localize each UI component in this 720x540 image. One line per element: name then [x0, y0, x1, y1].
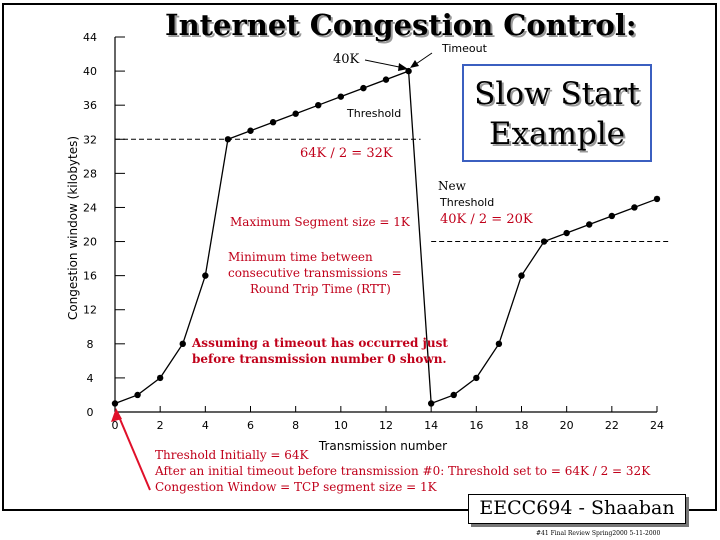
data-point	[405, 67, 412, 75]
x-tick-label: 0	[112, 419, 119, 432]
annotation-rtt: Minimum time between consecutive transmi…	[228, 249, 402, 297]
slide-frame	[2, 3, 717, 511]
rtt-line-2: consecutive transmissions =	[228, 266, 402, 280]
threshold-lines	[115, 138, 669, 243]
page-title: Internet Congestion Control:	[165, 8, 637, 42]
data-point	[179, 340, 186, 348]
x-tick-label: 12	[379, 419, 393, 432]
data-point	[631, 204, 638, 211]
x-tick-label: 10	[334, 419, 348, 432]
y-tick-label: 44	[83, 31, 97, 44]
x-tick-label: 22	[605, 419, 619, 432]
rtt-line-1: Minimum time between	[228, 250, 373, 264]
note-line-1: Threshold Initially = 64K	[155, 448, 309, 462]
y-tick-label: 32	[83, 133, 97, 146]
annotation-new: New	[438, 179, 466, 193]
y-tick-label: 36	[83, 99, 97, 112]
k40-arrowhead	[398, 63, 408, 71]
data-point	[224, 136, 232, 143]
y-tick-label: 28	[83, 167, 97, 180]
note-line-2: After an initial timeout before transmis…	[155, 464, 651, 478]
initial-point-arrow	[116, 411, 151, 491]
x-tick-label: 4	[202, 419, 209, 432]
annotation-new-threshold-value: 40K / 2 = 20K	[440, 212, 533, 227]
data-point	[473, 374, 480, 382]
badge-label: EECC694 - Shaaban	[479, 497, 675, 519]
x-tick-label: 2	[157, 419, 164, 432]
data-point	[382, 76, 390, 83]
x-tick-label: 14	[424, 419, 438, 432]
rtt-line-3: Round Trip Time (RTT)	[250, 282, 391, 296]
callout-text: Slow Start Example	[464, 74, 650, 154]
x-tick-label: 16	[469, 419, 483, 432]
x-tick-label: 8	[292, 419, 299, 432]
course-badge: EECC694 - Shaaban	[468, 494, 686, 524]
x-tick-label: 20	[560, 419, 574, 432]
initial-point-arrowhead	[111, 408, 122, 422]
data-point	[450, 391, 457, 399]
data-point	[427, 400, 435, 407]
annotation-arrows	[111, 52, 433, 491]
annotation-threshold: Threshold	[347, 107, 402, 120]
assume-line-2: before transmission number 0 shown.	[192, 352, 447, 366]
data-point	[360, 84, 367, 92]
y-axis-label: Congestion window (kilobytes)	[66, 136, 80, 320]
callout-line-2: Example	[488, 116, 626, 152]
y-axis-label-group: Congestion window (kilobytes)	[66, 136, 80, 320]
data-point	[111, 400, 119, 407]
timeout-arrowhead	[410, 60, 419, 68]
data-point	[292, 110, 299, 117]
data-point	[540, 238, 548, 245]
data-point	[202, 272, 209, 279]
data-point	[653, 195, 661, 203]
data-point	[134, 391, 141, 399]
x-tick-label: 6	[247, 419, 254, 432]
data-point	[518, 272, 525, 279]
data-point	[247, 127, 254, 134]
y-tick-label: 16	[83, 270, 97, 283]
slow-start-callout: Slow Start Example	[462, 64, 652, 162]
k40-arrow	[364, 59, 405, 69]
data-point	[156, 374, 164, 382]
y-tick-label: 8	[87, 338, 94, 351]
y-tick-label: 0	[87, 406, 94, 419]
y-tick-label: 4	[87, 372, 94, 385]
data-point	[586, 221, 593, 228]
annotation-threshold-value: 64K / 2 = 32K	[300, 146, 393, 161]
x-tick-label: 24	[650, 419, 664, 432]
data-point	[495, 340, 503, 348]
y-tick-label: 24	[83, 201, 97, 214]
annotation-mss: Maximum Segment size = 1K	[230, 215, 410, 229]
x-axis-label: Transmission number	[318, 439, 447, 453]
note-line-3: Congestion Window = TCP segment size = 1…	[155, 480, 437, 494]
callout-line-1: Slow Start	[474, 76, 640, 112]
slide-footer: #41 Final Review Spring2000 5-11-2000	[536, 530, 661, 537]
data-point	[337, 93, 345, 100]
annotation-40k: 40K	[333, 52, 360, 67]
data-point	[563, 229, 570, 237]
data-point	[269, 119, 277, 126]
notes-block: Threshold Initially = 64K After an initi…	[155, 447, 650, 495]
assume-line-1: Assuming a timeout has occurred just	[192, 336, 448, 350]
data-point	[315, 101, 322, 109]
y-tick-label: 12	[83, 304, 97, 317]
annotation-new-threshold: Threshold	[440, 196, 495, 209]
x-tick-label: 18	[515, 419, 529, 432]
y-tick-label: 40	[83, 65, 97, 78]
annotation-assume: Assuming a timeout has occurred just bef…	[192, 335, 448, 367]
series-points	[111, 67, 661, 407]
annotation-timeout: Timeout	[442, 42, 487, 55]
data-point	[608, 212, 616, 220]
y-tick-label: 20	[83, 236, 97, 249]
